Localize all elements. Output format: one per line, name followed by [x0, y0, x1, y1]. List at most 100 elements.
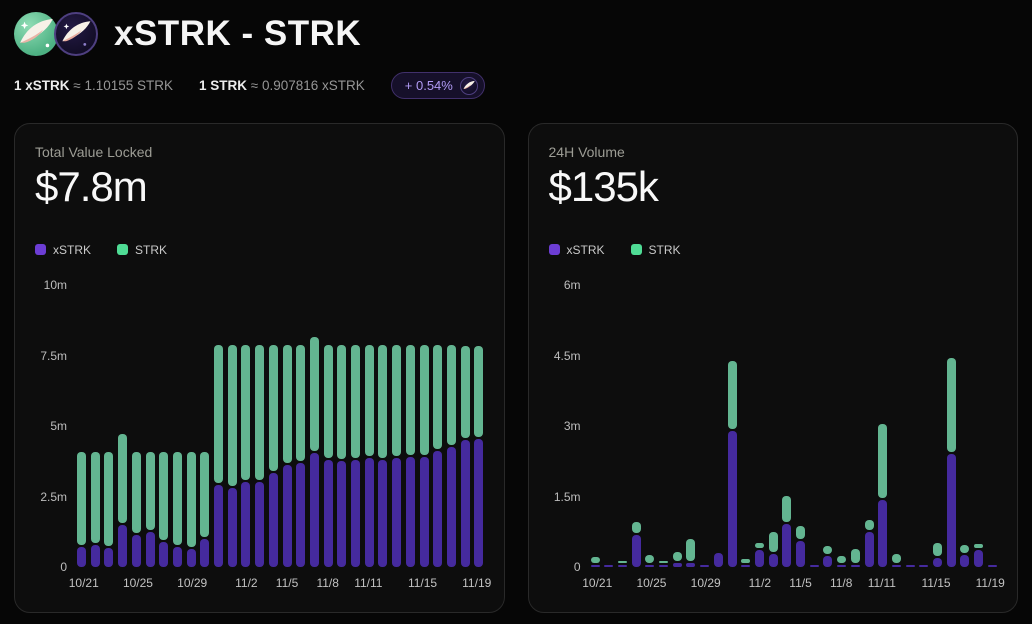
bar-stack-11-2[interactable]: [241, 285, 251, 567]
bar-segment-xstrk[interactable]: [823, 555, 833, 567]
bar-segment-xstrk[interactable]: [864, 531, 874, 567]
bar-segment-strk[interactable]: [118, 433, 128, 523]
bar-segment-strk[interactable]: [241, 345, 251, 481]
bar-segment-strk[interactable]: [864, 519, 874, 530]
bar-segment-strk[interactable]: [378, 345, 388, 458]
bar-segment-xstrk[interactable]: [987, 565, 997, 567]
bar-segment-strk[interactable]: [351, 345, 361, 458]
bar-segment-xstrk[interactable]: [351, 459, 361, 567]
bar-stack-10-28[interactable]: [172, 285, 182, 567]
bar-stack-10-29[interactable]: [700, 285, 710, 567]
bar-segment-xstrk[interactable]: [590, 565, 600, 567]
bar-segment-xstrk[interactable]: [172, 546, 182, 567]
bar-stack-11-10[interactable]: [351, 285, 361, 567]
bar-stack-11-13[interactable]: [905, 285, 915, 567]
bar-segment-xstrk[interactable]: [364, 458, 374, 567]
bar-stack-11-16[interactable]: [433, 285, 443, 567]
bar-segment-strk[interactable]: [200, 452, 210, 537]
bar-segment-xstrk[interactable]: [850, 564, 860, 567]
bar-segment-xstrk[interactable]: [659, 565, 669, 567]
bar-segment-strk[interactable]: [891, 554, 901, 563]
bar-segment-xstrk[interactable]: [905, 565, 915, 567]
bar-segment-xstrk[interactable]: [960, 554, 970, 567]
bar-segment-xstrk[interactable]: [700, 565, 710, 567]
bar-segment-strk[interactable]: [337, 345, 347, 460]
bar-stack-11-5[interactable]: [282, 285, 292, 567]
bar-stack-10-26[interactable]: [659, 285, 669, 567]
bar-stack-11-15[interactable]: [419, 285, 429, 567]
bar-stack-10-24[interactable]: [631, 285, 641, 567]
bar-segment-strk[interactable]: [104, 452, 114, 547]
bar-segment-xstrk[interactable]: [460, 440, 470, 567]
bar-stack-11-17[interactable]: [960, 285, 970, 567]
bar-segment-xstrk[interactable]: [878, 499, 888, 567]
bar-stack-10-25[interactable]: [645, 285, 655, 567]
bar-segment-strk[interactable]: [172, 452, 182, 545]
bar-stack-11-6[interactable]: [296, 285, 306, 567]
bar-segment-strk[interactable]: [433, 345, 443, 450]
bar-segment-strk[interactable]: [933, 542, 943, 557]
bar-stack-10-23[interactable]: [617, 285, 627, 567]
bar-stack-10-22[interactable]: [604, 285, 614, 567]
bar-stack-10-22[interactable]: [90, 285, 100, 567]
bar-segment-strk[interactable]: [796, 525, 806, 539]
bar-segment-strk[interactable]: [727, 360, 737, 429]
bar-segment-xstrk[interactable]: [118, 524, 128, 567]
bar-stack-11-11[interactable]: [364, 285, 374, 567]
bar-stack-11-15[interactable]: [933, 285, 943, 567]
bar-stack-11-18[interactable]: [460, 285, 470, 567]
bar-segment-strk[interactable]: [837, 555, 847, 563]
bar-segment-xstrk[interactable]: [782, 523, 792, 567]
bar-segment-xstrk[interactable]: [282, 465, 292, 567]
bar-segment-strk[interactable]: [446, 345, 456, 446]
bar-stack-10-30[interactable]: [713, 285, 723, 567]
bar-stack-10-29[interactable]: [186, 285, 196, 567]
bar-segment-strk[interactable]: [214, 345, 224, 484]
bar-stack-11-17[interactable]: [446, 285, 456, 567]
bar-segment-strk[interactable]: [77, 452, 86, 546]
bar-segment-strk[interactable]: [617, 561, 627, 563]
bar-stack-11-3[interactable]: [768, 285, 778, 567]
bar-segment-xstrk[interactable]: [131, 535, 141, 567]
bar-segment-strk[interactable]: [659, 561, 669, 563]
bar-stack-11-8[interactable]: [837, 285, 847, 567]
bar-segment-xstrk[interactable]: [268, 472, 278, 567]
bar-stack-10-27[interactable]: [159, 285, 169, 567]
bar-stack-11-11[interactable]: [878, 285, 888, 567]
bar-segment-strk[interactable]: [159, 452, 169, 540]
bar-segment-strk[interactable]: [131, 452, 141, 534]
bar-segment-xstrk[interactable]: [186, 549, 196, 567]
bar-segment-xstrk[interactable]: [474, 438, 484, 567]
rate-change-badge[interactable]: + 0.54%: [390, 72, 485, 99]
bar-segment-strk[interactable]: [741, 559, 751, 563]
bar-segment-strk[interactable]: [946, 358, 956, 453]
bar-segment-strk[interactable]: [419, 345, 429, 456]
bar-segment-strk[interactable]: [974, 543, 984, 549]
bar-segment-strk[interactable]: [474, 346, 484, 437]
bar-segment-xstrk[interactable]: [919, 565, 929, 567]
bar-segment-strk[interactable]: [782, 496, 792, 522]
bar-segment-xstrk[interactable]: [241, 482, 251, 567]
bar-stack-10-21[interactable]: [77, 285, 86, 567]
bar-segment-strk[interactable]: [268, 345, 278, 471]
bar-stack-11-1[interactable]: [741, 285, 751, 567]
bar-segment-strk[interactable]: [686, 538, 696, 562]
bar-segment-xstrk[interactable]: [446, 447, 456, 567]
bar-stack-11-9[interactable]: [337, 285, 347, 567]
bar-segment-xstrk[interactable]: [214, 485, 224, 567]
bar-segment-xstrk[interactable]: [255, 482, 265, 567]
bar-segment-xstrk[interactable]: [946, 454, 956, 567]
bar-stack-11-14[interactable]: [405, 285, 415, 567]
bar-segment-strk[interactable]: [392, 345, 402, 457]
bar-stack-11-4[interactable]: [268, 285, 278, 567]
bar-stack-10-21[interactable]: [590, 285, 600, 567]
bar-stack-11-18[interactable]: [974, 285, 984, 567]
bar-stack-10-28[interactable]: [686, 285, 696, 567]
bar-stack-11-6[interactable]: [809, 285, 819, 567]
bar-segment-xstrk[interactable]: [604, 565, 614, 567]
bar-stack-11-16[interactable]: [946, 285, 956, 567]
bar-segment-strk[interactable]: [672, 551, 682, 562]
bar-segment-strk[interactable]: [460, 346, 470, 439]
bar-stack-11-12[interactable]: [891, 285, 901, 567]
bar-segment-xstrk[interactable]: [337, 461, 347, 567]
